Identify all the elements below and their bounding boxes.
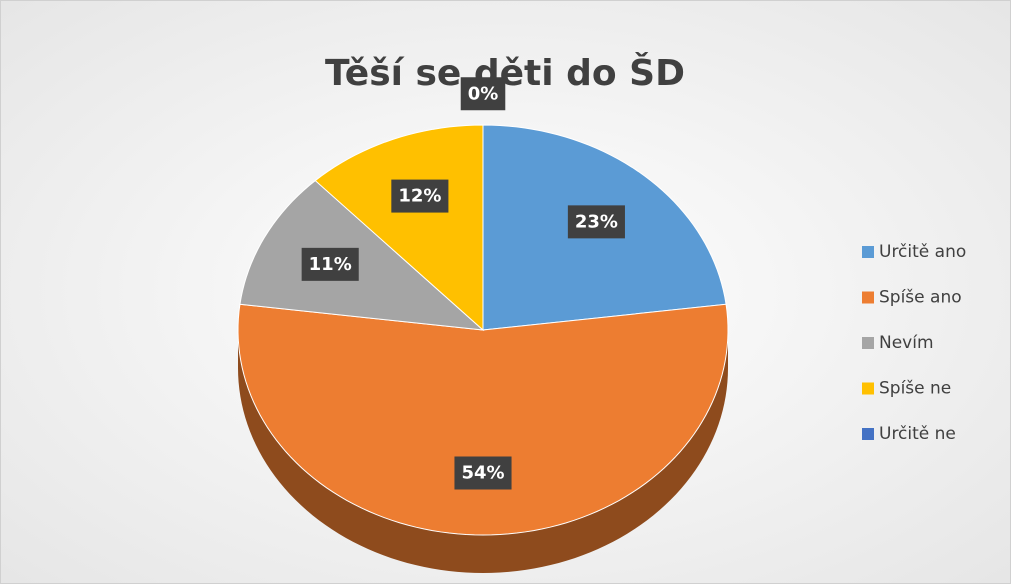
legend-label: Určitě ne <box>879 424 956 444</box>
pie <box>237 124 729 573</box>
data-label: 11% <box>309 254 352 275</box>
legend-swatch <box>862 428 874 440</box>
legend-label: Spíše ne <box>879 379 951 399</box>
data-labels: 23% 54% 11% 12% 0% <box>301 77 625 490</box>
data-label-box <box>391 179 449 213</box>
legend: Určitě ano Spíše ano Nevím Spíše ne Určitě n… <box>862 242 966 444</box>
data-label: 23% <box>575 211 618 232</box>
legend-swatch <box>862 382 874 395</box>
data-label-box <box>460 77 506 111</box>
legend-swatch <box>862 291 874 304</box>
legend-swatch <box>862 337 874 349</box>
pie-slice-side <box>238 330 728 573</box>
data-label: 0% <box>468 83 499 104</box>
legend-label: Nevím <box>879 333 934 353</box>
legend-label: Určitě ano <box>879 242 966 262</box>
legend-swatch <box>862 246 874 258</box>
data-label: 54% <box>461 463 504 484</box>
pie-slice <box>237 303 729 536</box>
legend-label: Spíše ano <box>879 288 962 308</box>
data-label-box <box>567 205 625 239</box>
data-label: 12% <box>398 186 441 207</box>
pie-slice <box>239 179 485 331</box>
data-label-box <box>454 456 512 490</box>
data-label-box <box>301 247 359 281</box>
pie-slice <box>314 124 484 332</box>
